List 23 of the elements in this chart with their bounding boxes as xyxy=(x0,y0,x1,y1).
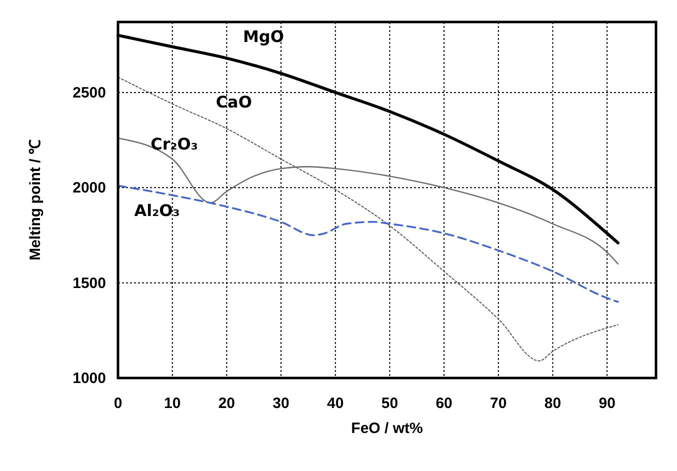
x-tick-label: 40 xyxy=(327,395,344,412)
x-axis-title: FeO / wt% xyxy=(351,420,423,437)
x-tick-label: 50 xyxy=(381,395,398,412)
x-tick-label: 0 xyxy=(114,395,122,412)
series-label: CaO xyxy=(216,92,252,112)
y-tick-label: 2500 xyxy=(72,84,106,102)
x-tick-label: 80 xyxy=(544,395,562,412)
series-label: MgO xyxy=(242,26,284,46)
series-label: Cr₂O₃ xyxy=(150,134,198,154)
line-series xyxy=(118,76,618,362)
x-tick-label: 30 xyxy=(272,395,290,412)
y-tick-label: 1000 xyxy=(72,370,106,387)
x-tick-label: 10 xyxy=(164,395,181,412)
y-tick-label: 2000 xyxy=(72,180,106,197)
y-axis-title: Melting point / ℃ xyxy=(27,140,44,260)
line-series xyxy=(117,137,619,264)
x-tick-label: 70 xyxy=(490,395,507,412)
x-tick-label: 60 xyxy=(436,395,452,412)
y-tick-label: 1500 xyxy=(72,274,106,292)
x-tick-label: 90 xyxy=(598,395,616,412)
x-tick-label: 20 xyxy=(218,395,236,412)
series-label: Al₂O₃ xyxy=(134,201,180,220)
line-series xyxy=(117,184,619,303)
